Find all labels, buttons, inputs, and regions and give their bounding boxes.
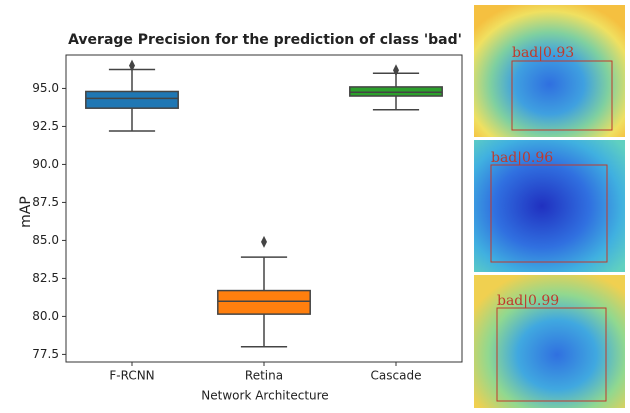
x-axis-label: Network Architecture [201, 389, 328, 403]
detection-box [490, 164, 608, 263]
detection-label: bad|0.93 [512, 45, 574, 61]
outlier [129, 59, 135, 72]
box [85, 90, 179, 109]
detection-label: bad|0.99 [497, 293, 559, 309]
y-axis-label: mAP [18, 196, 34, 228]
outlier [393, 64, 399, 77]
y-tick-label: 90.0 [32, 157, 59, 171]
x-tick-label: Retina [245, 369, 283, 383]
y-tick-label: 92.5 [32, 119, 59, 133]
heatmap [474, 5, 625, 137]
detection-label: bad|0.96 [491, 150, 553, 166]
heatmaps: bad|0.93 bad|0.96 bad|0.99 [474, 5, 625, 408]
box [217, 289, 311, 315]
chart-title: Average Precision for the prediction of … [68, 32, 462, 48]
box [349, 86, 443, 97]
detection-box [496, 307, 607, 402]
outlier [261, 235, 267, 248]
x-tick-label: F-RCNN [109, 369, 154, 383]
y-tick-label: 95.0 [32, 81, 59, 95]
heatmap [474, 140, 625, 272]
y-tick-label: 85.0 [32, 233, 59, 247]
y-tick-label: 77.5 [32, 347, 59, 361]
y-tick-label: 80.0 [32, 309, 59, 323]
detection-box [511, 60, 613, 131]
y-tick-label: 87.5 [32, 195, 59, 209]
x-tick-label: Cascade [371, 369, 422, 383]
heatmap [474, 275, 625, 408]
y-tick-label: 82.5 [32, 271, 59, 285]
